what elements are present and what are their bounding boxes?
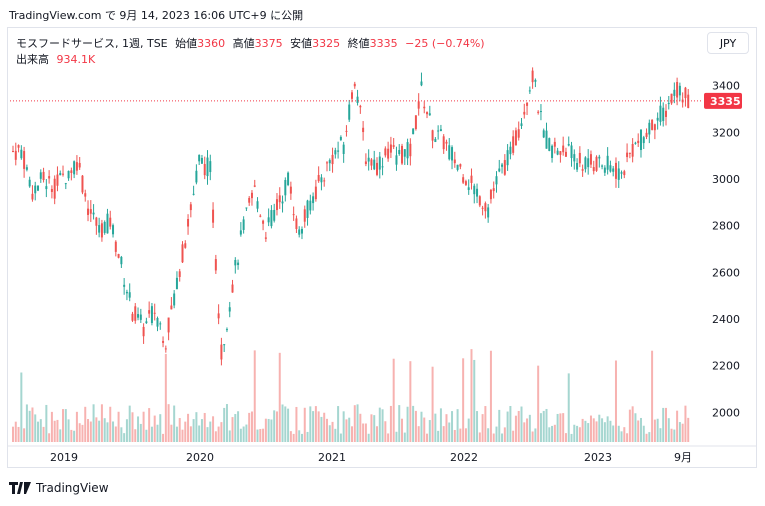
tradingview-icon xyxy=(9,482,31,494)
currency-button[interactable]: JPY xyxy=(707,32,749,54)
high-value: 3375 xyxy=(254,37,283,50)
volume-label: 出来高 xyxy=(16,53,49,66)
close-value: 3335 xyxy=(369,37,398,50)
chart-frame xyxy=(7,27,757,468)
symbol-title: モスフードサービス, 1週, TSE xyxy=(16,37,168,50)
volume-value: 934.1K xyxy=(56,53,96,66)
ohlc-legend: モスフードサービス, 1週, TSE 始値3360 高値3375 安値3325 … xyxy=(16,35,485,51)
high-label: 高値 xyxy=(232,37,255,50)
volume-legend: 出来高 934.1K xyxy=(16,51,95,67)
change-value: −25 (−0.74%) xyxy=(405,37,485,50)
tradingview-logo: TradingView xyxy=(9,481,109,495)
low-label: 安値 xyxy=(290,37,313,50)
close-label: 終値 xyxy=(347,37,370,50)
open-label: 始値 xyxy=(175,37,198,50)
low-value: 3325 xyxy=(312,37,341,50)
publish-info: TradingView.com で 9月 14, 2023 16:06 UTC+… xyxy=(9,9,304,22)
brand-name: TradingView xyxy=(36,481,109,495)
open-value: 3360 xyxy=(197,37,226,50)
